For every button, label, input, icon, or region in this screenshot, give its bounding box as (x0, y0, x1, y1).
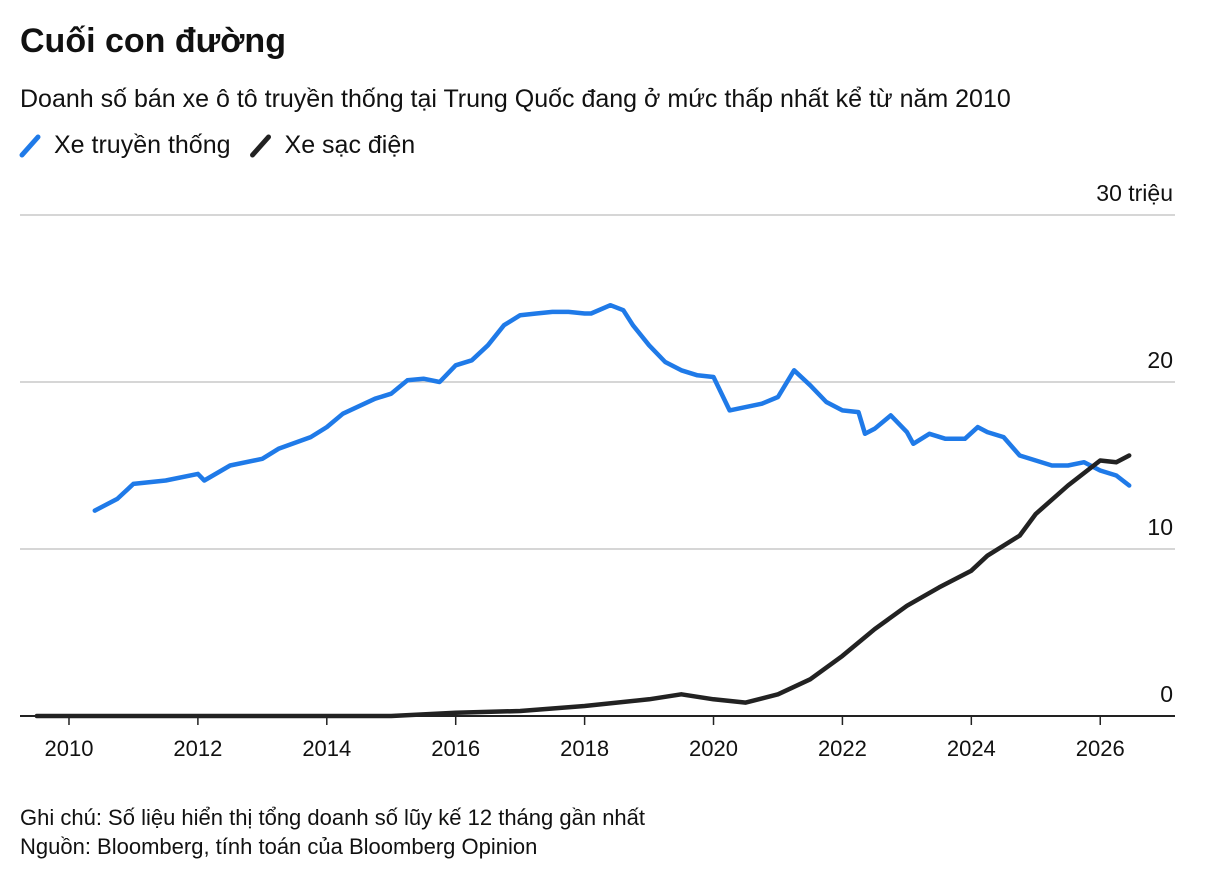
chart-subtitle: Doanh số bán xe ô tô truyền thống tại Tr… (20, 85, 1011, 113)
y-tick-label: 10 (1147, 514, 1173, 540)
x-tick-label: 2014 (302, 736, 351, 761)
series-line (92, 302, 1132, 513)
x-tick-label: 2024 (947, 736, 996, 761)
x-tick-label: 2012 (173, 736, 222, 761)
y-tick-label: 20 (1147, 347, 1173, 373)
y-tick-label: 0 (1160, 681, 1173, 707)
x-tick-label: 2010 (45, 736, 94, 761)
legend-swatch (250, 134, 272, 158)
chart-title: Cuối con đường (20, 22, 286, 60)
x-tick-label: 2020 (689, 736, 738, 761)
legend-label: Xe sạc điện (285, 131, 416, 159)
y-tick-label: 30 triệu (1096, 180, 1173, 206)
chart-note: Ghi chú: Số liệu hiển thị tổng doanh số … (20, 805, 645, 830)
x-tick-label: 2026 (1076, 736, 1125, 761)
chart-source: Nguồn: Bloomberg, tính toán của Bloomber… (20, 834, 537, 859)
x-tick-label: 2022 (818, 736, 867, 761)
legend-label: Xe truyền thống (54, 131, 231, 159)
x-tick-label: 2016 (431, 736, 480, 761)
x-tick-label: 2018 (560, 736, 609, 761)
series-line (34, 453, 1132, 719)
legend-swatch (19, 134, 41, 158)
